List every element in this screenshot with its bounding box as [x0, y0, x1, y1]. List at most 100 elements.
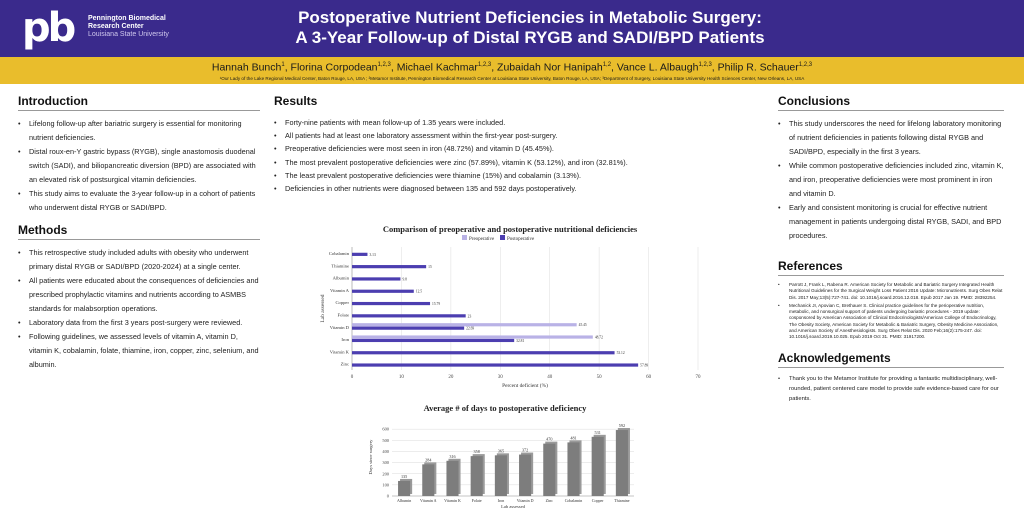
- bullet-item: Parrott J, Frank L, Rabena R. American S…: [778, 282, 1004, 301]
- bar-postoperative: [352, 326, 465, 330]
- right-column: Conclusions This study underscores the n…: [778, 94, 1004, 404]
- x-tick-label: 10: [399, 375, 405, 380]
- bullet-item: All patients had at least one laboratory…: [274, 129, 748, 142]
- bar-days: [543, 443, 556, 496]
- bullet-item: Forty-nine patients with mean follow-up …: [274, 116, 748, 129]
- bullet-item: All patients were educated about the con…: [18, 274, 260, 316]
- y-tick-label: 400: [382, 449, 389, 454]
- bar-days: [422, 464, 435, 496]
- bar-days: [591, 436, 604, 496]
- title-line-2: A 3-Year Follow-up of Distal RYGB and SA…: [295, 28, 765, 47]
- data-label-days: 284: [425, 457, 432, 462]
- author-name: Michael Kachmar: [396, 61, 478, 74]
- data-label-postoperative: 15: [428, 265, 432, 269]
- author-affiliation-number: 1,2: [602, 62, 612, 68]
- bullet-item: Deficiencies in other nutrients were dia…: [274, 182, 748, 195]
- bar-postoperative: [352, 338, 515, 343]
- bar-days: [446, 460, 459, 496]
- category-label: Copper: [592, 498, 604, 503]
- x-tick-label: 40: [547, 375, 553, 380]
- legend-swatch-postoperative: [500, 235, 505, 240]
- conclusions-heading: Conclusions: [778, 94, 1004, 111]
- bullet-item: This study underscores the need for life…: [778, 117, 1004, 159]
- author-name: Philip R. Schauer: [717, 61, 799, 74]
- data-label-postoperative: 53.12: [617, 351, 625, 355]
- chart2-title: Average # of days to postoperative defic…: [423, 403, 587, 413]
- bar-days: [615, 430, 628, 496]
- x-tick-label: 50: [597, 375, 603, 380]
- logo-text: Pennington Biomedical Research Center Lo…: [88, 15, 169, 39]
- introduction-heading: Introduction: [18, 94, 260, 111]
- bullet-item: Preoperative deficiencies were most seen…: [274, 142, 748, 155]
- bar-postoperative: [352, 363, 639, 367]
- category-label: Vitamin K: [444, 498, 461, 503]
- x-axis-label: Lab assessed: [501, 504, 526, 509]
- legend-label-postoperative: Postoperative: [507, 237, 535, 242]
- y-tick-label: 600: [382, 427, 389, 432]
- data-label-days: 470: [546, 437, 552, 442]
- bullet-item: Thank you to the Metamor Institute for p…: [778, 374, 1004, 404]
- acknowledgements-heading: Acknowledgements: [778, 351, 1004, 368]
- x-axis-label: Percent deficient (%): [502, 382, 548, 389]
- category-label: Vitamin K: [330, 349, 350, 354]
- data-label-postoperative: 3.13: [369, 253, 375, 257]
- author-name: Hannah Bunch: [211, 61, 282, 74]
- left-column: Introduction Lifelong follow-up after ba…: [18, 94, 260, 372]
- author-list: Hannah Bunch1, Florina Corpodean1,2,3, M…: [211, 61, 813, 74]
- bullet-item: The most prevalent postoperative deficie…: [274, 156, 748, 169]
- x-tick-label: 20: [448, 375, 454, 380]
- data-label-days: 531: [595, 430, 601, 435]
- category-label: Albumin: [397, 498, 411, 503]
- x-tick-label: 60: [646, 375, 652, 380]
- bullet-item: The least prevalent postoperative defici…: [274, 169, 748, 182]
- author-name: Florina Corpodean: [290, 61, 378, 74]
- logo-line-2: Research Center: [88, 23, 144, 30]
- data-label-days: 592: [619, 423, 625, 428]
- category-label: Vitamin A: [420, 498, 437, 503]
- bullet-item: This retrospective study included adults…: [18, 246, 260, 274]
- y-tick-label: 300: [382, 460, 389, 465]
- y-axis-label: Lab assessed: [320, 294, 326, 322]
- deficiency-comparison-chart: Preoperative Postoperative 0 10 20 30 40 50 60 70…: [320, 235, 701, 389]
- bullet-item: Laboratory data from the first 3 years p…: [18, 316, 260, 330]
- category-label: Albumin: [333, 276, 350, 281]
- acknowledgements-list: Thank you to the Metamor Institute for p…: [778, 374, 1004, 404]
- data-label-days: 135: [401, 474, 407, 479]
- bar-preoperative: [352, 335, 593, 339]
- title-line-1: Postoperative Nutrient Deficiencies in M…: [298, 8, 762, 27]
- data-label-postoperative: 9.8: [402, 277, 407, 281]
- poster-title: Postoperative Nutrient Deficiencies in M…: [210, 8, 850, 48]
- data-label-postoperative: 57.89: [640, 363, 648, 367]
- legend-swatch-preoperative: [462, 235, 467, 240]
- data-label-postoperative: 12.5: [416, 290, 422, 294]
- category-label: Copper: [335, 300, 349, 305]
- category-label: Folate: [472, 498, 482, 503]
- author-affiliation-number: 1,2,3: [798, 62, 813, 68]
- author-affiliation-number: 1,2,3: [477, 62, 492, 68]
- y-tick-label: 500: [382, 438, 389, 443]
- bar-postoperative: [352, 351, 615, 355]
- category-label: Zinc: [546, 498, 554, 503]
- bar-postoperative: [352, 277, 401, 281]
- x-tick-label: 0: [351, 375, 354, 380]
- data-label-days: 316: [449, 454, 455, 459]
- legend-label-preoperative: Preoperative: [469, 237, 495, 242]
- bar-days: [567, 442, 580, 496]
- logo-line-1: Pennington Biomedical: [88, 15, 166, 22]
- middle-column: Results Forty-nine patients with mean fo…: [274, 94, 748, 195]
- category-label: Zinc: [341, 362, 349, 367]
- category-label: Vitamin D: [330, 325, 350, 330]
- affiliations: ¹Our Lady of the Lake Regional Medical C…: [219, 75, 805, 81]
- data-label-postoperative: 23: [468, 314, 472, 318]
- conclusions-list: This study underscores the need for life…: [778, 117, 1004, 243]
- bullet-item: While common postoperative deficiencies …: [778, 159, 1004, 201]
- bullet-item: Distal roux-en-Y gastric bypass (RYGB), …: [18, 145, 260, 187]
- data-label-days: 358: [474, 449, 480, 454]
- data-label-postoperative: 22.69: [466, 327, 474, 331]
- introduction-list: Lifelong follow-up after bariatric surge…: [18, 117, 260, 215]
- author-name: Zubaidah Nor Hanipah: [497, 61, 603, 74]
- author-bar: Hannah Bunch1, Florina Corpodean1,2,3, M…: [0, 57, 1024, 84]
- category-label: Cobalamin: [329, 251, 350, 256]
- bar-days: [519, 454, 532, 496]
- bar-postoperative: [352, 252, 368, 256]
